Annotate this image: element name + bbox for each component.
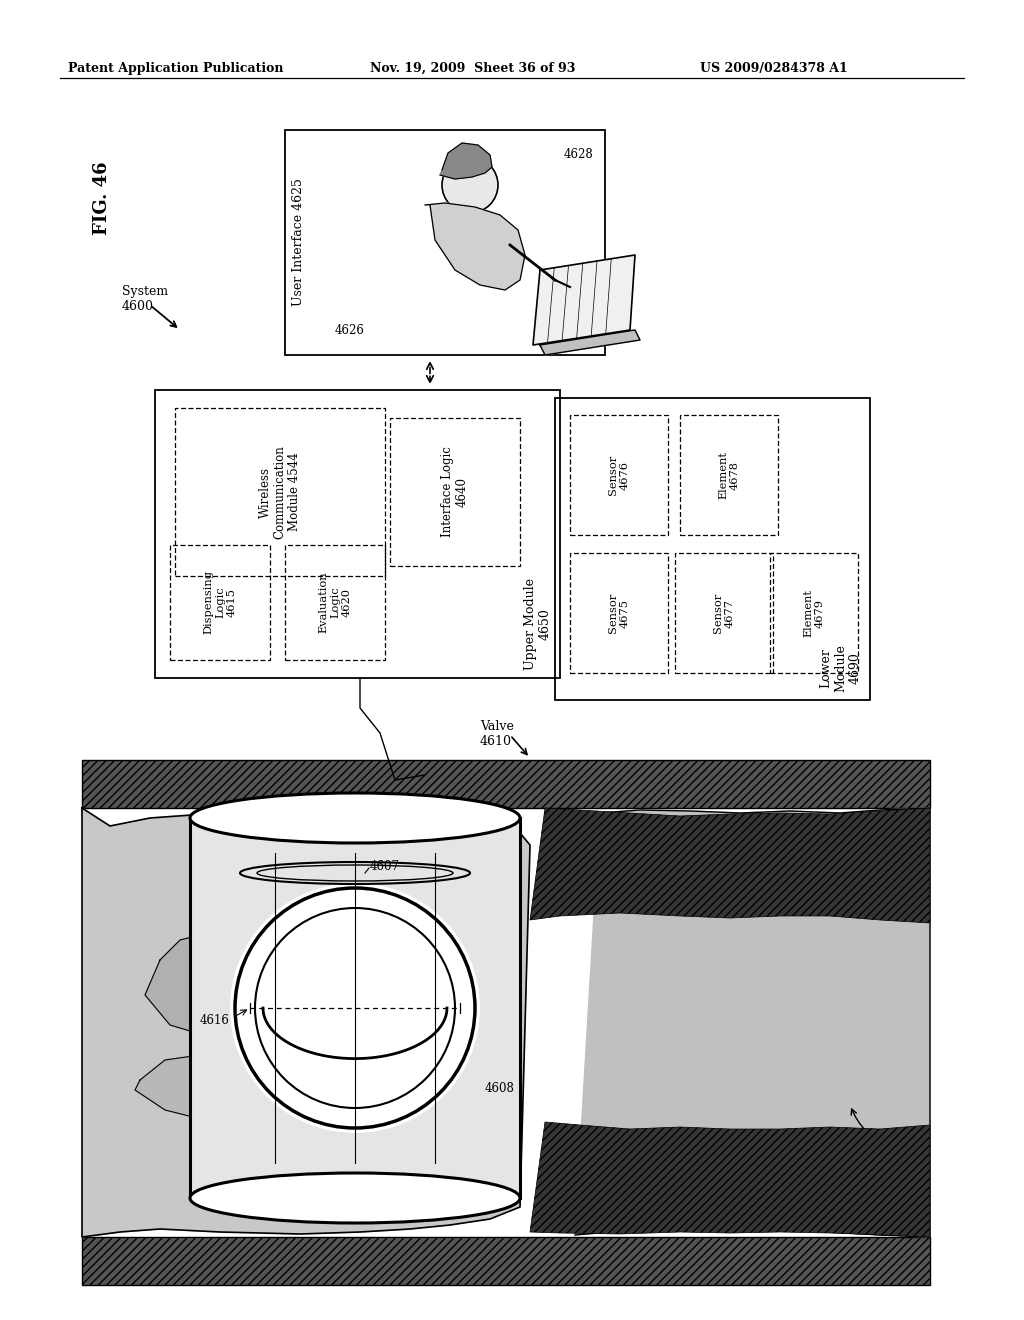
- Ellipse shape: [190, 1173, 520, 1224]
- Bar: [155, 389, 560, 678]
- Text: System: System: [122, 285, 168, 298]
- Polygon shape: [530, 1122, 930, 1237]
- Text: 4608: 4608: [485, 1081, 515, 1094]
- Text: Valve
4610: Valve 4610: [480, 719, 514, 748]
- Bar: [82, 1237, 930, 1284]
- Polygon shape: [530, 808, 930, 923]
- Bar: [680, 414, 778, 535]
- Polygon shape: [540, 330, 640, 355]
- Text: 4607: 4607: [370, 859, 400, 873]
- Text: 4616: 4616: [200, 1014, 230, 1027]
- Polygon shape: [440, 143, 492, 180]
- Bar: [675, 553, 773, 673]
- Text: Patent Application Publication: Patent Application Publication: [68, 62, 284, 75]
- Bar: [390, 418, 520, 566]
- Text: Lower
Module
4690: Lower Module 4690: [819, 644, 862, 692]
- Text: Upper Module
4650: Upper Module 4650: [524, 578, 552, 671]
- Text: Nov. 19, 2009  Sheet 36 of 93: Nov. 19, 2009 Sheet 36 of 93: [370, 62, 575, 75]
- Text: US 2009/0284378 A1: US 2009/0284378 A1: [700, 62, 848, 75]
- Bar: [770, 553, 858, 673]
- Text: 4626: 4626: [335, 323, 365, 337]
- Ellipse shape: [230, 883, 480, 1133]
- Polygon shape: [534, 255, 635, 345]
- Polygon shape: [82, 808, 530, 1237]
- Polygon shape: [425, 203, 525, 290]
- Text: Wireless
Communication
Module 4544: Wireless Communication Module 4544: [258, 445, 301, 539]
- Bar: [170, 545, 270, 660]
- Text: Sensor
4677: Sensor 4677: [713, 593, 735, 634]
- Polygon shape: [135, 1055, 245, 1119]
- Text: Dispensing
Logic
4615: Dispensing Logic 4615: [204, 570, 237, 635]
- Bar: [570, 553, 668, 673]
- Text: Lumen
4695: Lumen 4695: [870, 1160, 913, 1188]
- Text: FIG. 46: FIG. 46: [93, 161, 111, 235]
- Text: Evaluation
Logic
4620: Evaluation Logic 4620: [318, 572, 351, 634]
- Bar: [570, 414, 668, 535]
- Text: Element
4678: Element 4678: [718, 451, 739, 499]
- Circle shape: [442, 157, 498, 213]
- Text: Sensor
4676: Sensor 4676: [608, 455, 630, 495]
- Bar: [285, 545, 385, 660]
- Polygon shape: [575, 808, 930, 1237]
- Text: Interface Logic
4640: Interface Logic 4640: [441, 446, 469, 537]
- Bar: [175, 408, 385, 576]
- Text: Sensor
4675: Sensor 4675: [608, 593, 630, 634]
- Text: User Interface 4625: User Interface 4625: [293, 178, 305, 306]
- Bar: [285, 129, 605, 355]
- Text: Element
4679: Element 4679: [803, 589, 824, 638]
- Polygon shape: [145, 931, 300, 1040]
- Bar: [555, 399, 870, 700]
- Text: 4628: 4628: [563, 148, 593, 161]
- Bar: [82, 760, 930, 808]
- Text: 4600: 4600: [122, 300, 154, 313]
- Ellipse shape: [190, 793, 520, 843]
